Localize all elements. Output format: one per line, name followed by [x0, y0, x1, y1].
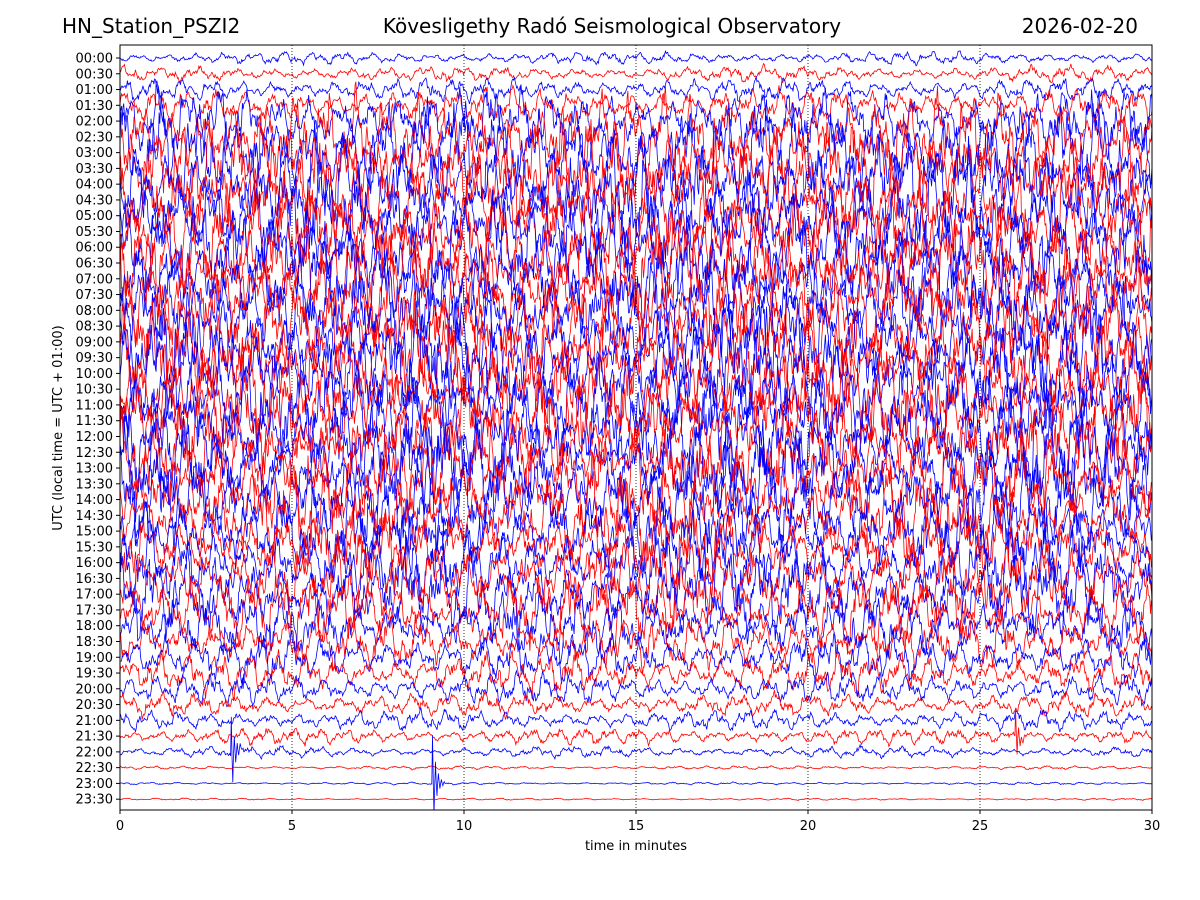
y-tick-label: 04:00 [76, 178, 113, 193]
y-tick-label: 07:00 [76, 272, 113, 287]
y-tick-label: 00:00 [76, 52, 113, 67]
y-tick-label: 05:00 [76, 209, 113, 224]
x-axis-label: time in minutes [585, 839, 687, 854]
y-tick-label: 01:30 [76, 99, 113, 114]
x-tick-label: 10 [456, 819, 473, 834]
y-tick-label: 08:00 [76, 304, 113, 319]
y-tick-label: 12:30 [76, 446, 113, 461]
y-tick-label: 03:00 [76, 146, 113, 161]
y-tick-label: 07:30 [76, 288, 113, 303]
trace-line [120, 468, 1152, 563]
y-tick-label: 12:00 [76, 430, 113, 445]
y-axis-ticks: 00:0000:3001:0001:3002:0002:3003:0003:30… [76, 52, 120, 808]
station-name: HN_Station_PSZI2 [62, 14, 241, 38]
x-tick-label: 5 [288, 819, 296, 834]
trace-line [120, 49, 1152, 67]
record-date: 2026-02-20 [1021, 14, 1138, 38]
y-tick-label: 06:00 [76, 241, 113, 256]
x-tick-label: 25 [972, 819, 989, 834]
y-tick-label: 18:30 [76, 635, 113, 650]
y-tick-label: 11:30 [76, 414, 113, 429]
y-tick-label: 22:30 [76, 761, 113, 776]
y-tick-label: 19:30 [76, 667, 113, 682]
y-tick-label: 13:00 [76, 462, 113, 477]
y-tick-label: 09:00 [76, 335, 113, 350]
y-tick-label: 10:30 [76, 383, 113, 398]
trace-line [120, 690, 1152, 720]
y-tick-label: 02:30 [76, 130, 113, 145]
y-tick-label: 23:00 [76, 777, 113, 792]
x-axis-ticks: 0 5 10 15 20 25 30 [116, 810, 1160, 834]
y-tick-label: 01:00 [76, 83, 113, 98]
trace-line [120, 354, 1152, 482]
y-tick-label: 08:30 [76, 320, 113, 335]
y-tick-label: 06:30 [76, 257, 113, 272]
y-tick-label: 04:30 [76, 193, 113, 208]
x-tick-label: 20 [800, 819, 817, 834]
y-tick-label: 09:30 [76, 351, 113, 366]
y-tick-label: 15:00 [76, 525, 113, 540]
y-tick-label: 17:30 [76, 603, 113, 618]
y-tick-label: 16:30 [76, 572, 113, 587]
y-tick-label: 22:00 [76, 745, 113, 760]
y-tick-label: 03:30 [76, 162, 113, 177]
observatory-title: Kövesligethy Radó Seismological Observat… [382, 14, 842, 38]
y-tick-label: 11:00 [76, 398, 113, 413]
y-tick-label: 20:30 [76, 698, 113, 713]
y-tick-label: 18:00 [76, 619, 113, 634]
trace-line [120, 797, 1152, 801]
x-tick-label: 30 [1144, 819, 1161, 834]
x-tick-label: 0 [116, 819, 124, 834]
trace-line [120, 389, 1152, 513]
y-tick-label: 05:30 [76, 225, 113, 240]
y-tick-label: 14:30 [76, 509, 113, 524]
y-tick-label: 16:00 [76, 556, 113, 571]
y-tick-label: 14:00 [76, 493, 113, 508]
y-tick-label: 23:30 [76, 793, 113, 808]
x-tick-label: 15 [628, 819, 645, 834]
y-axis-label: UTC (local time = UTC + 01:00) [51, 325, 66, 530]
y-tick-label: 21:00 [76, 714, 113, 729]
y-tick-label: 02:00 [76, 115, 113, 130]
trace-line [120, 765, 1152, 771]
y-tick-label: 00:30 [76, 67, 113, 82]
y-tick-label: 13:30 [76, 477, 113, 492]
y-tick-label: 15:30 [76, 540, 113, 555]
y-tick-label: 20:00 [76, 682, 113, 697]
y-tick-label: 17:00 [76, 588, 113, 603]
y-tick-label: 19:00 [76, 651, 113, 666]
y-tick-label: 10:00 [76, 367, 113, 382]
trace-line [120, 290, 1152, 426]
y-tick-label: 21:30 [76, 730, 113, 745]
